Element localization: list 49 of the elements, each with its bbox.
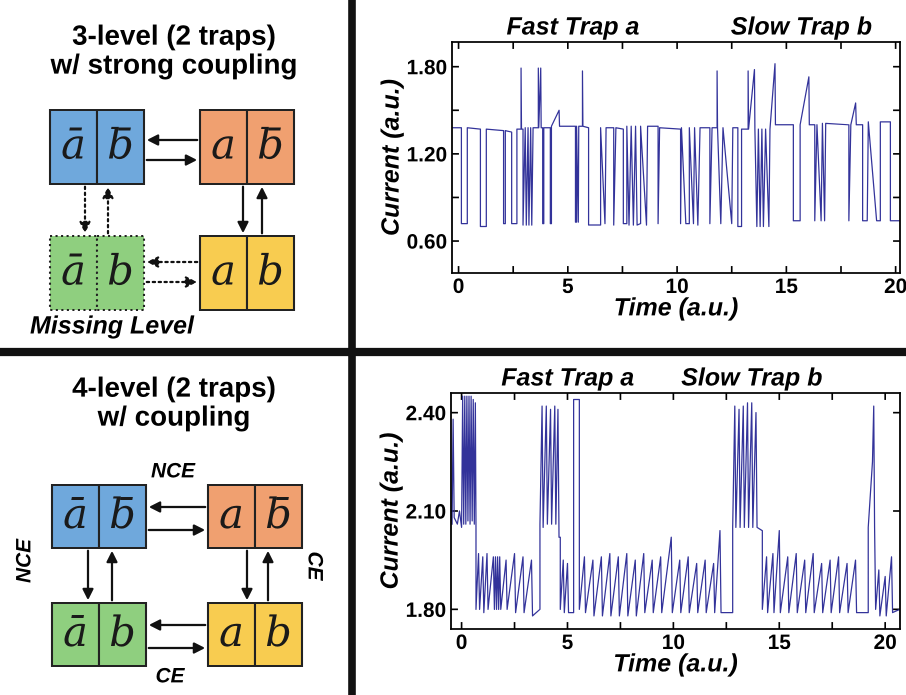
text: Fast Trap a (502, 368, 634, 391)
text: b (110, 614, 134, 647)
y-axis-title: Current (a.u.) (380, 80, 404, 235)
y-tick-label: 1.80 (408, 60, 446, 74)
text: Slow Trap b (682, 367, 822, 391)
text: b̄ (110, 496, 134, 529)
text: ā (64, 614, 86, 647)
line-series (451, 396, 900, 617)
y-tick-label: 0.60 (407, 234, 446, 249)
text: 4-level (2 traps) w/ coupling (72, 376, 275, 432)
y-tick-label: 1.20 (408, 146, 446, 162)
text: b̄ (258, 126, 282, 160)
text: a (220, 624, 242, 647)
text: a (220, 506, 242, 529)
text: ā (62, 253, 84, 286)
x-tick-label: 0 (454, 278, 464, 294)
x-axis-title: Time (a.u.) (614, 653, 738, 677)
x-tick-label: 10 (663, 634, 684, 650)
text: b̄ (266, 496, 290, 529)
text: ā (64, 496, 86, 529)
text: b (258, 252, 282, 286)
text: a (212, 262, 234, 286)
y-tick-label: 1.80 (406, 602, 446, 618)
text: Fast Trap a (506, 17, 639, 40)
x-tick-label: 5 (562, 278, 574, 294)
x-tick-label: 0 (456, 634, 467, 650)
text: a (212, 136, 234, 160)
y-axis-title: Current (a.u.) (380, 433, 403, 588)
x-tick-label: 5 (562, 634, 573, 650)
x-tick-label: 15 (769, 634, 790, 650)
text: ā (62, 127, 84, 160)
x-tick-label: 10 (666, 278, 688, 294)
y-tick-label: 2.10 (406, 504, 446, 519)
x-tick-label: 20 (884, 278, 906, 294)
text: CE (156, 668, 185, 683)
x-axis-title: Time (a.u.) (615, 297, 738, 321)
y-tick-label: 2.40 (406, 406, 446, 420)
x-tick-label: 15 (776, 278, 798, 294)
text: b̄ (108, 126, 132, 160)
text: Missing Level (30, 315, 194, 339)
text: 3-level (2 traps) w/ strong coupling (50, 24, 296, 80)
text: b (108, 252, 132, 286)
text: b (266, 614, 290, 647)
text: NCE (151, 462, 196, 478)
text: NCE (16, 538, 31, 583)
line-series (452, 63, 900, 228)
text: Slow Trap b (731, 16, 872, 40)
x-tick-label: 20 (874, 634, 896, 650)
text: CE (308, 552, 324, 581)
